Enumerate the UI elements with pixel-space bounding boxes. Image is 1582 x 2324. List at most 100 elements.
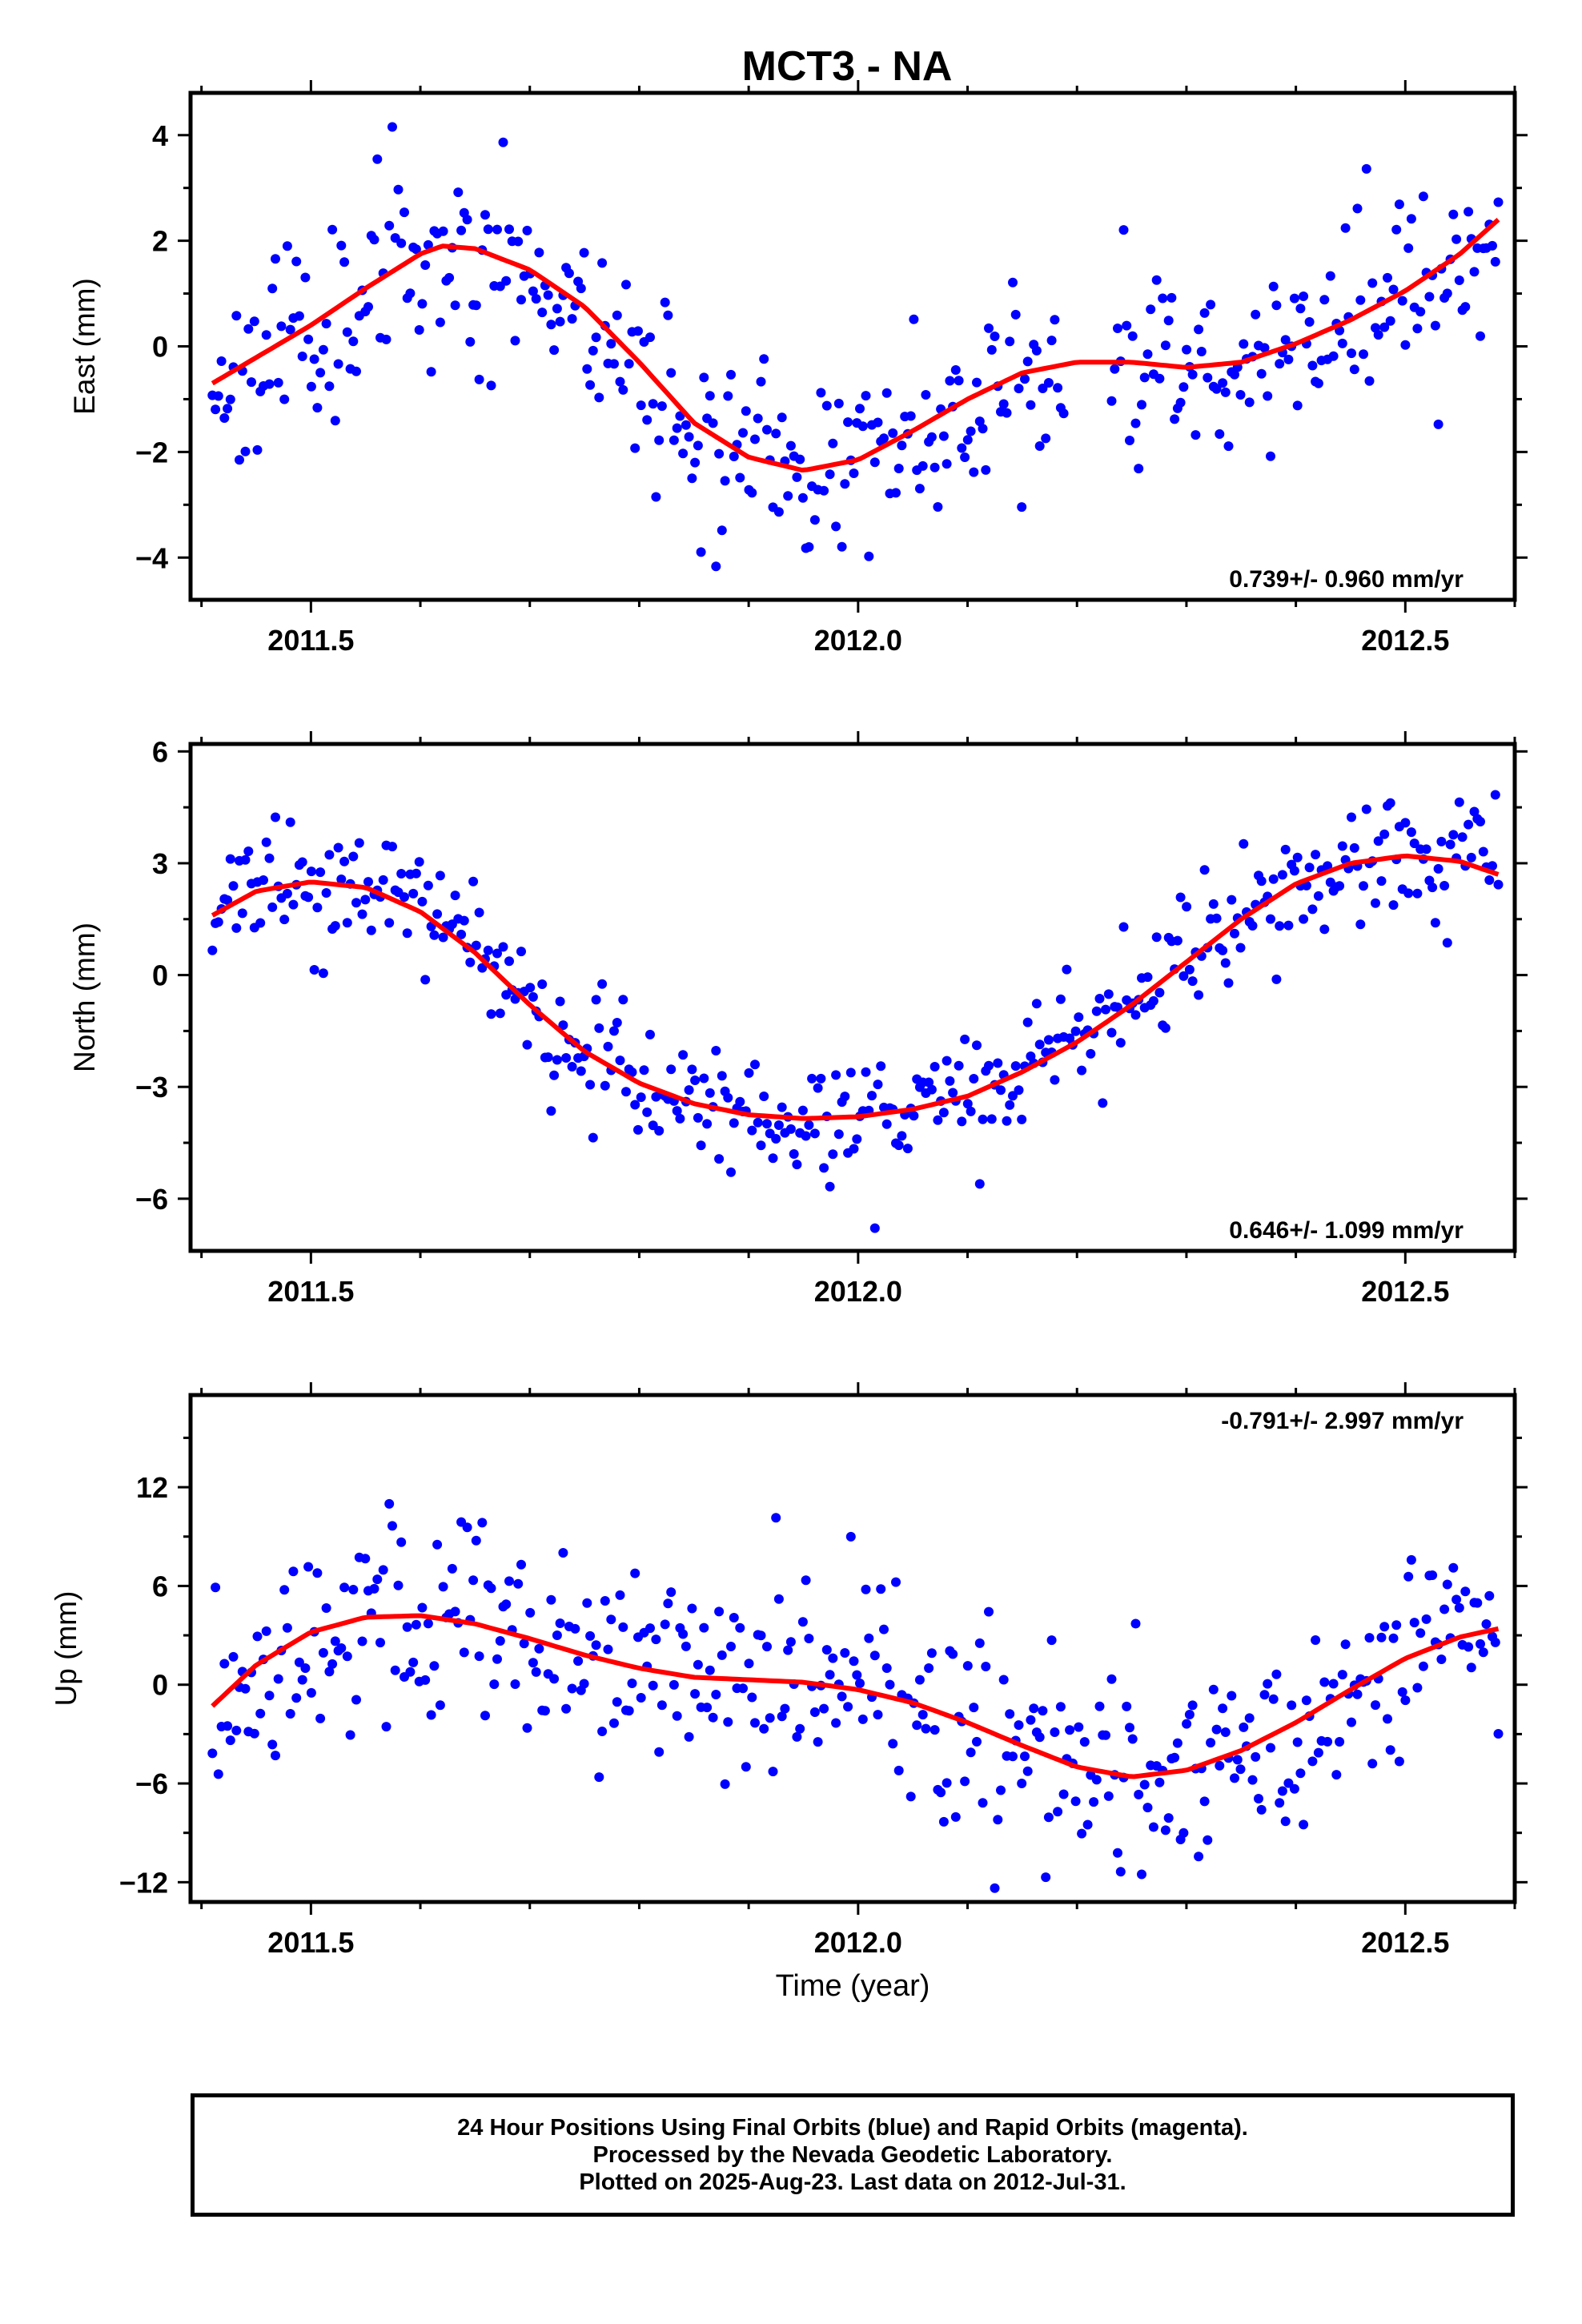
data-point [474,907,484,918]
data-point [318,344,328,355]
data-point [933,1115,943,1125]
data-point [693,1112,703,1123]
data-point [1355,919,1366,930]
data-point [831,1070,841,1080]
data-point [717,1071,727,1081]
data-point [1178,971,1189,981]
caption-line-1: 24 Hour Positions Using Final Orbits (bl… [457,2115,1248,2141]
data-point [816,388,826,398]
data-point [1070,1026,1081,1036]
data-point [591,332,601,343]
data-point [1034,1039,1045,1050]
data-point [474,1651,484,1662]
y-tick-label: 0 [152,331,168,364]
data-point [1476,331,1485,341]
data-point [1263,391,1273,401]
data-point [1142,349,1153,360]
data-point [840,1648,850,1658]
data-point [699,372,709,383]
data-point [396,238,407,248]
data-point [483,224,493,235]
data-point [759,354,769,364]
data-point [1490,790,1500,800]
data-point [1227,1691,1237,1701]
data-point [1050,315,1060,325]
data-point [333,842,343,853]
data-point [833,398,844,408]
data-point [1008,1091,1018,1101]
data-point [1244,1713,1255,1723]
data-point [486,1583,496,1594]
data-point [1406,214,1416,224]
data-point [1266,914,1275,924]
data-point [773,1594,784,1604]
data-point [1055,994,1066,1004]
data-point [309,354,319,364]
data-point [756,1140,766,1151]
data-point [1113,324,1122,333]
data-point [687,1603,697,1614]
data-point [1268,1694,1279,1704]
data-point [960,1034,970,1044]
data-point [492,948,502,959]
data-point [819,485,829,496]
data-point [555,1618,565,1628]
data-point [1415,307,1426,317]
data-point [528,1658,538,1668]
data-point [759,1092,769,1101]
data-point [1022,1017,1033,1027]
data-point [360,895,371,905]
data-point [1352,203,1363,214]
data-point [696,1140,706,1151]
data-point [1311,1635,1321,1645]
data-point [938,1108,949,1118]
data-point [651,492,661,502]
data-point [723,391,733,401]
data-point [375,1638,385,1648]
data-point [869,457,880,468]
data-point [966,426,976,436]
data-point [881,1119,892,1129]
panel-1: 2011.5 2012.0 2012.5 −4 −2 0 2 4 East (mm) 0.739+… [68,80,1528,657]
data-point [762,424,772,435]
data-point [669,435,679,445]
data-point [1079,1737,1090,1747]
y-tick-label: 3 [152,847,168,880]
data-point [759,1723,769,1734]
data-point [768,1767,778,1777]
data-point [780,1703,790,1714]
data-point [902,1144,913,1154]
data-point [477,1518,488,1528]
data-point [600,1080,610,1091]
data-point [888,428,898,438]
data-point [639,1065,649,1076]
data-point [1367,278,1378,288]
caption-box: 24 Hour Positions Using Final Orbits (bl… [191,2093,1515,2217]
data-point [480,210,490,220]
data-point [261,330,271,340]
data-point [864,1633,874,1643]
data-point [750,1718,760,1728]
data-point [678,448,689,459]
data-point [1412,1683,1423,1693]
data-point [666,1587,677,1598]
data-point [687,473,697,484]
data-point [1134,464,1144,474]
data-point [1251,1751,1261,1762]
data-point [978,1798,988,1808]
data-point [1476,817,1485,826]
data-point [336,240,347,251]
data-point [1403,888,1414,899]
data-point [738,428,748,438]
data-point [1038,1706,1048,1716]
data-point [741,406,751,416]
data-point [771,1134,781,1144]
data-point [297,1675,307,1685]
data-point [552,304,562,314]
data-point [950,365,961,375]
data-point [612,1018,622,1027]
data-point [1247,921,1258,931]
data-point [582,1598,592,1608]
data-point [585,1630,596,1641]
data-point [729,1118,739,1128]
